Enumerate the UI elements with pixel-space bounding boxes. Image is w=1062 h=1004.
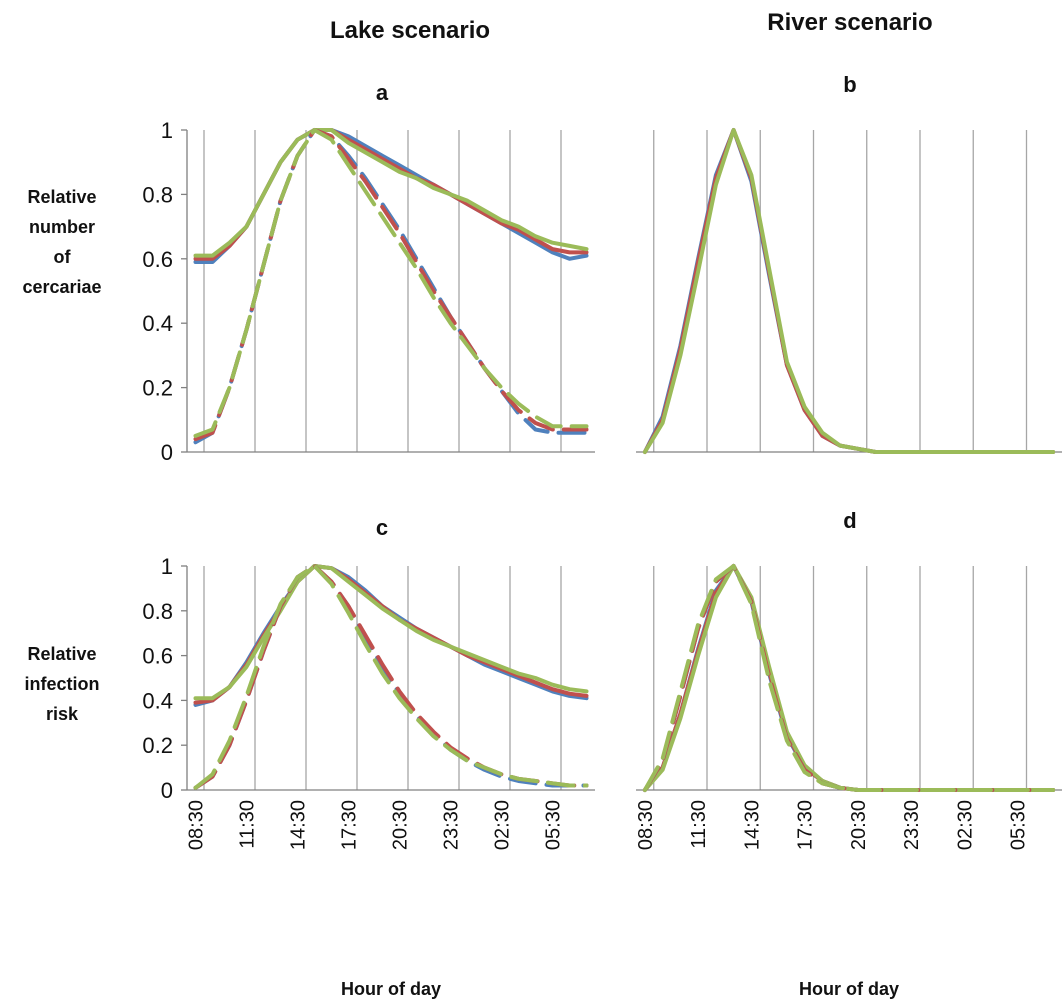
x-tick-label: 20:30: [848, 800, 870, 850]
panel-label: c: [376, 515, 388, 540]
x-tick-label: 02:30: [492, 800, 514, 850]
y-axis-label-line: cercariae: [22, 277, 101, 297]
x-tick-label: 23:30: [441, 800, 463, 850]
y-axis-label-line: Relative: [27, 187, 96, 207]
y-tick-label: 0.2: [142, 733, 173, 758]
panel-b: b: [636, 72, 1062, 454]
column-title-river: River scenario: [767, 9, 932, 36]
x-tick-label: 14:30: [288, 800, 310, 850]
y-axis-label-line: number: [29, 217, 95, 237]
series-line-green-dashed: [193, 128, 589, 438]
x-tick-label: 20:30: [390, 800, 412, 850]
y-axis-label-line: risk: [46, 704, 79, 724]
x-tick-label: 17:30: [339, 800, 361, 850]
x-tick-label: 17:30: [795, 800, 817, 850]
x-tick-label: 14:30: [741, 800, 763, 850]
series-line-red-dashed: [193, 128, 589, 442]
x-tick-label: 08:30: [186, 800, 208, 850]
y-tick-label: 0.6: [142, 247, 173, 272]
series-line-green-solid: [193, 128, 589, 258]
y-tick-label: 1: [161, 554, 173, 579]
y-tick-label: 0.4: [142, 688, 173, 713]
series-line-blue-solid: [193, 128, 589, 264]
x-tick-label: 05:30: [1008, 800, 1030, 850]
y-axis-label: Relative number of cercariae: [22, 187, 101, 297]
y-tick-label: 0.6: [142, 644, 173, 669]
x-tick-label: 05:30: [543, 800, 565, 850]
series-line-green-dashed: [642, 564, 1056, 792]
y-axis-label-line: Relative: [27, 644, 96, 664]
y-tick-label: 0: [161, 778, 173, 803]
y-tick-label: 1: [161, 118, 173, 143]
series-line-green-solid: [193, 564, 589, 701]
panel-label: a: [376, 80, 389, 105]
y-axis-label-line: of: [54, 247, 72, 267]
y-tick-label: 0.8: [142, 182, 173, 207]
y-tick-label: 0.2: [142, 376, 173, 401]
y-tick-label: 0.8: [142, 599, 173, 624]
x-axis-label: Hour of day: [341, 979, 441, 999]
series-line-red-solid: [642, 128, 1056, 454]
series-line-green-dashed: [193, 564, 589, 790]
panel-label: b: [843, 72, 856, 97]
y-tick-label: 0.4: [142, 311, 173, 336]
y-axis-label: Relative infection risk: [25, 644, 100, 724]
x-tick-label: 02:30: [954, 800, 976, 850]
panels: 0 0.2 0.4 0.6 0.8 1 Relative number of cercariae a…: [22, 72, 1062, 999]
y-tick-label: 0: [161, 440, 173, 465]
x-tick-label: 11:30: [237, 800, 259, 849]
x-tick-label: 08:30: [635, 800, 657, 850]
series-line-green-solid: [642, 128, 1056, 454]
panel-d: 08:30 11:30 14:30 17:30 20:30 23:30 02:30 05:30…: [635, 508, 1062, 999]
series-line-blue-dashed: [193, 128, 589, 445]
x-tick-label: 11:30: [688, 800, 710, 849]
panel-c: 0 0.2 0.4 0.6 0.8 1 08:30 11:30 14:30 17:30 20:30 2…: [25, 515, 595, 999]
column-title-lake: Lake scenario: [330, 17, 490, 44]
series-line-blue-solid: [642, 128, 1056, 454]
x-axis-label: Hour of day: [799, 979, 899, 999]
x-tick-label: 23:30: [901, 800, 923, 850]
panel-label: d: [843, 508, 856, 533]
y-axis-label-line: infection: [25, 674, 100, 694]
panel-a: 0 0.2 0.4 0.6 0.8 1 Relative number of cercariae a: [22, 80, 595, 465]
